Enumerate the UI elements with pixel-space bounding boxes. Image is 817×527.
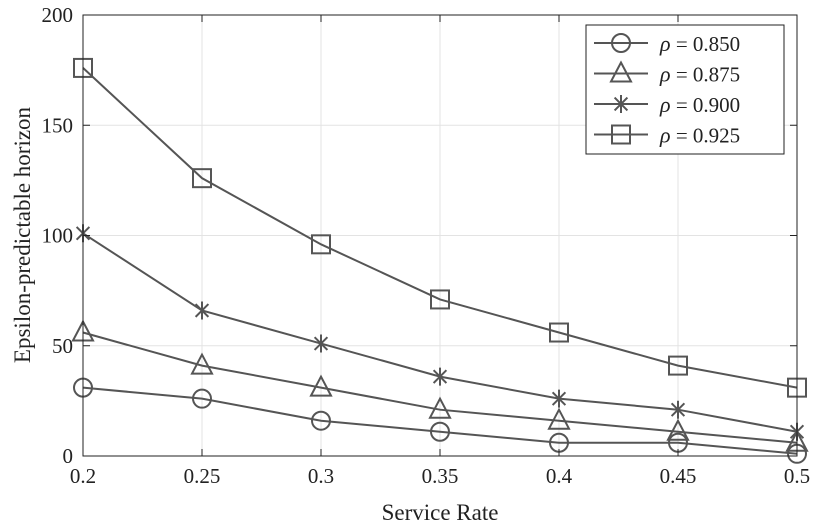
data-point — [311, 234, 331, 255]
legend-marker — [611, 33, 631, 53]
data-point — [192, 388, 212, 409]
legend: ρ = 0.850 ρ = 0.875 ρ = 0.900 ρ = 0.925 — [585, 24, 785, 155]
series-square — [73, 57, 807, 398]
x-tick-label: 0.2 — [70, 464, 96, 488]
data-point — [194, 301, 210, 320]
legend-marker — [611, 124, 631, 145]
data-point — [430, 421, 450, 442]
data-point — [666, 418, 690, 441]
legend-label: ρ = 0.900 — [659, 92, 740, 117]
y-tick-label: 0 — [63, 444, 74, 468]
y-tick-label: 150 — [42, 113, 74, 137]
legend-entry: ρ = 0.875 — [594, 60, 740, 87]
data-point — [547, 407, 571, 430]
x-tick-label: 0.4 — [546, 464, 573, 488]
legend-box — [585, 24, 785, 155]
series-line — [82, 67, 798, 389]
data-point — [428, 396, 452, 419]
data-point — [432, 367, 448, 386]
data-point — [549, 322, 569, 343]
x-tick-label: 0.45 — [660, 464, 697, 488]
series-circle — [73, 377, 807, 464]
data-point — [190, 352, 214, 375]
series-triangle — [71, 319, 809, 452]
legend-label: ρ = 0.925 — [659, 123, 740, 148]
y-tick-label: 50 — [52, 334, 73, 358]
legend-marker — [609, 60, 633, 83]
ticks: 0.2 0.25 0.3 0.35 0.4 0.45 0.5 0 50 100 150 200 — [42, 3, 811, 488]
x-tick-label: 0.35 — [422, 464, 459, 488]
legend-entry: ρ = 0.850 — [594, 31, 740, 56]
y-tick-label: 200 — [42, 3, 74, 27]
data-point — [670, 400, 686, 419]
x-tick-label: 0.25 — [184, 464, 221, 488]
y-axis-label: Epsilon-predictable horizon — [10, 106, 35, 363]
data-point — [668, 355, 688, 376]
series-line — [82, 331, 798, 444]
x-tick-label: 0.5 — [784, 464, 810, 488]
data-point — [551, 389, 567, 408]
legend-entry: ρ = 0.900 — [594, 92, 740, 117]
data-point — [313, 334, 329, 353]
series-line — [82, 386, 798, 455]
series-group — [71, 57, 809, 464]
legend-entry: ρ = 0.925 — [594, 123, 740, 148]
data-point — [309, 374, 333, 397]
y-tick-label: 100 — [42, 224, 74, 248]
data-point — [311, 410, 331, 431]
data-point — [192, 168, 212, 189]
legend-label: ρ = 0.850 — [659, 31, 740, 56]
series-asterisk — [75, 224, 805, 441]
legend-marker — [613, 95, 629, 113]
legend-label: ρ = 0.875 — [659, 62, 740, 87]
x-tick-label: 0.3 — [308, 464, 334, 488]
x-axis-label: Service Rate — [382, 500, 499, 525]
data-point — [430, 289, 450, 310]
